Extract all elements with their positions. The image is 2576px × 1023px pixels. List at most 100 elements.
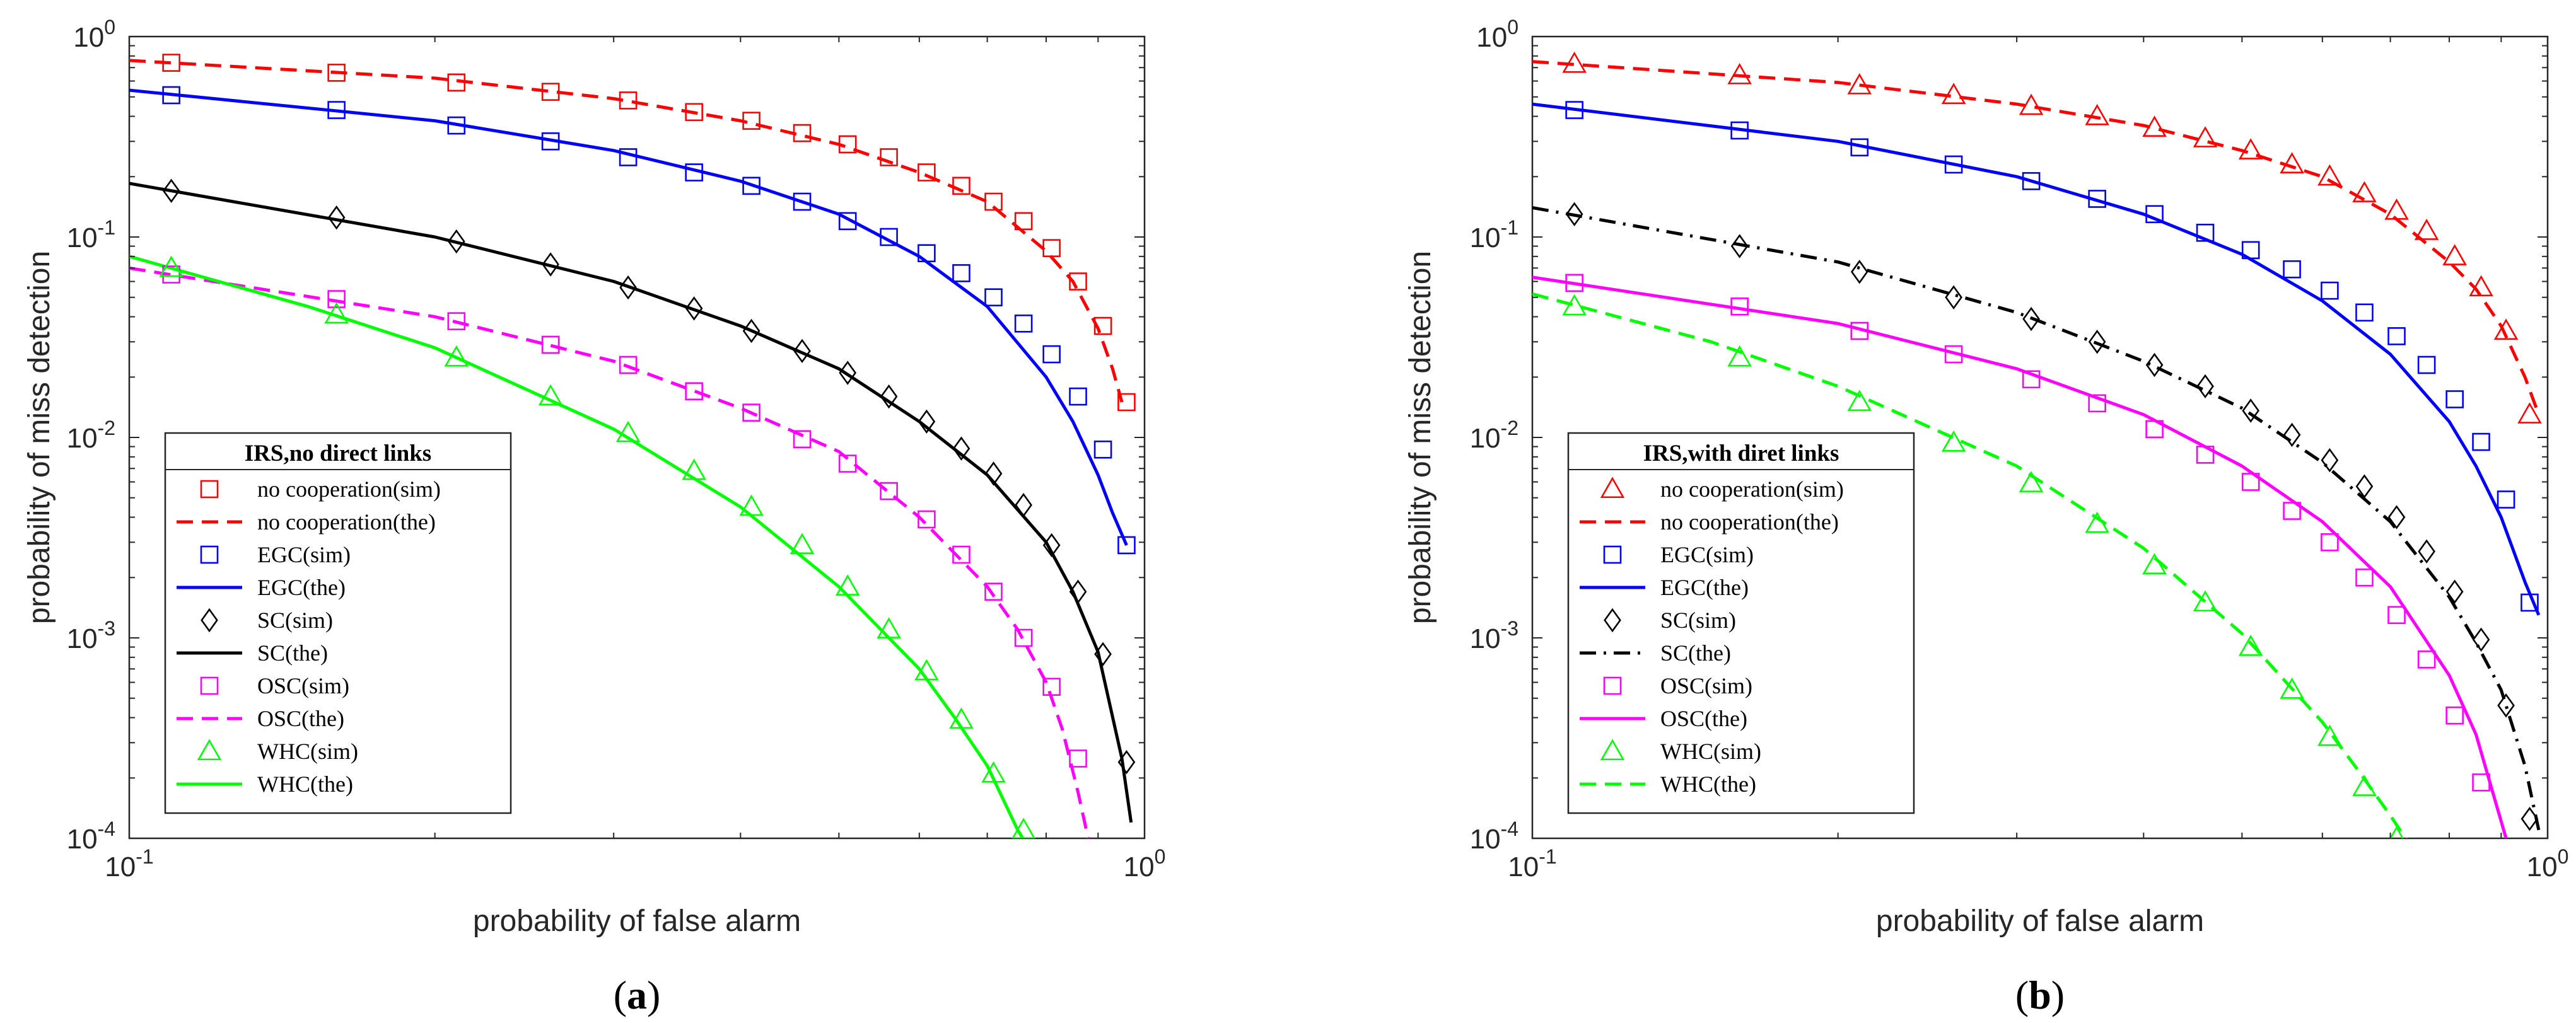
data-point	[1042, 239, 1061, 257]
data-point	[1565, 274, 1583, 292]
legend-label: EGC(sim)	[257, 542, 351, 567]
data-point	[2417, 355, 2436, 374]
legend-label: no cooperation(sim)	[257, 477, 441, 502]
data-point	[918, 163, 936, 182]
data-point	[1014, 315, 1033, 333]
panel-caption-letter: a	[627, 973, 647, 1017]
legend-marker	[200, 545, 219, 564]
data-point	[685, 296, 703, 321]
data-point	[1850, 260, 1868, 284]
data-point	[159, 255, 184, 277]
panel-caption-letter: b	[2029, 973, 2051, 1017]
axis-tick-labels: 10-4 10-3 10-2 10-1 100 10-1 100	[67, 16, 1166, 882]
data-point	[838, 135, 857, 154]
data-point	[2283, 502, 2301, 520]
data-point	[541, 83, 560, 101]
data-point	[880, 384, 898, 409]
data-point	[2022, 172, 2041, 190]
legend-label: OSC(the)	[257, 706, 344, 731]
data-point	[2469, 275, 2493, 297]
legend-label: SC(sim)	[257, 608, 333, 633]
data-point	[2521, 806, 2539, 831]
data-point	[1850, 321, 1869, 340]
x-axis-label: probability of false alarm	[473, 905, 801, 938]
data-point	[1015, 493, 1032, 517]
data-point	[2352, 775, 2377, 796]
legend-label: OSC(sim)	[1660, 673, 1752, 698]
data-point	[162, 178, 180, 203]
data-point	[2193, 590, 2218, 612]
data-point	[2387, 505, 2406, 529]
data-point	[2317, 724, 2342, 746]
series-line	[1532, 292, 2408, 838]
data-point	[952, 436, 970, 461]
data-point	[2321, 281, 2339, 300]
data-point	[1042, 678, 1061, 696]
data-point	[2088, 330, 2106, 354]
data-point	[2085, 511, 2109, 533]
y-tick-label: 10-2	[1470, 417, 1518, 454]
legend-label: OSC(sim)	[257, 673, 349, 698]
data-point	[1944, 345, 1963, 364]
legend-marker	[200, 480, 219, 499]
data-point	[949, 707, 974, 729]
data-point	[1847, 390, 1872, 412]
data-point	[793, 124, 812, 142]
data-point	[162, 54, 180, 72]
data-point	[2022, 370, 2041, 389]
data-point	[2145, 205, 2164, 224]
data-point	[1069, 579, 1087, 604]
data-point	[447, 229, 465, 254]
legend-marker	[201, 608, 218, 633]
data-point	[1011, 818, 1035, 838]
y-tick-label: 10-4	[67, 818, 115, 855]
data-point	[1941, 430, 1966, 452]
data-point	[2445, 390, 2464, 408]
data-point	[742, 318, 761, 344]
data-point	[2521, 593, 2539, 612]
legend-label: OSC(the)	[1660, 706, 1747, 731]
data-point	[1042, 345, 1061, 364]
data-point	[790, 533, 815, 555]
data-point	[324, 302, 349, 324]
data-point	[918, 244, 936, 263]
data-point	[541, 335, 560, 354]
data-point	[1727, 63, 1752, 84]
data-point	[1730, 121, 1749, 140]
data-point	[447, 312, 466, 330]
data-point	[838, 454, 857, 473]
legend-label: WHC(sim)	[257, 739, 358, 764]
data-point	[2497, 693, 2515, 718]
data-point	[327, 290, 346, 308]
data-point	[2497, 490, 2515, 509]
data-point	[2321, 533, 2339, 552]
data-point	[880, 482, 898, 500]
data-point	[2317, 164, 2342, 186]
legend-marker	[1603, 545, 1622, 564]
data-point	[2241, 241, 2260, 260]
y-tick-label: 100	[1476, 16, 1518, 53]
x-tick-label: 100	[1124, 845, 1166, 882]
data-point	[739, 494, 764, 516]
data-point	[1941, 83, 1966, 105]
data-point	[742, 112, 761, 130]
y-tick-label: 10-2	[67, 417, 115, 454]
axis-ticks	[1532, 36, 2548, 839]
legend: IRS,no direct links no cooperation(sim) n…	[164, 432, 512, 814]
data-point	[918, 510, 936, 529]
data-point	[2387, 606, 2406, 625]
axis-tick-labels: 10-4 10-3 10-2 10-1 100 10-1 100	[1470, 16, 2569, 882]
data-point	[2019, 93, 2044, 115]
data-point	[2472, 432, 2490, 451]
data-point	[2242, 398, 2260, 423]
data-point	[2193, 126, 2218, 147]
data-point	[1093, 440, 1112, 459]
data-point	[538, 384, 563, 406]
x-tick-label: 10-1	[1508, 845, 1556, 882]
data-point	[877, 617, 901, 639]
panel-caption-b: (b)	[2015, 973, 2065, 1017]
data-point	[2418, 539, 2435, 564]
data-point	[838, 212, 857, 231]
data-point	[1014, 212, 1033, 231]
data-point	[1565, 101, 1583, 119]
